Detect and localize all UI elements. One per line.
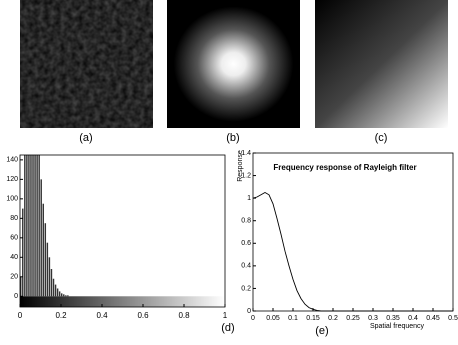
x-tick-label: 0.5 xyxy=(448,315,458,322)
y-tick-label: 0 xyxy=(14,293,18,300)
colorbar xyxy=(20,296,225,307)
response-line xyxy=(253,193,453,312)
y-tick-label: 40 xyxy=(10,254,18,261)
y-tick-label: 80 xyxy=(10,215,18,222)
bar xyxy=(61,293,62,296)
y-tick-label: 0.8 xyxy=(241,218,251,225)
caption: (c) xyxy=(375,132,388,144)
y-tick-label: 1 xyxy=(247,195,251,202)
x-tick-label: 0.05 xyxy=(266,315,280,322)
caption: (a) xyxy=(79,132,92,144)
image-panel xyxy=(167,0,300,128)
caption: (e) xyxy=(315,325,328,337)
x-tick-label: 0.15 xyxy=(306,315,320,322)
x-axis-label: Spatial frequency xyxy=(370,323,425,330)
y-tick-label: 0 xyxy=(247,308,251,315)
chart-title: Frequency response of Rayleigh filter xyxy=(273,163,416,172)
figure: (a)(b)(c)02040608010012014000.20.40.60.8… xyxy=(0,0,458,345)
axes-frame xyxy=(253,153,453,311)
bar xyxy=(67,295,68,296)
x-tick-label: 0.25 xyxy=(346,315,360,322)
y-tick-label: 20 xyxy=(10,274,18,281)
image-texture xyxy=(20,0,153,128)
x-tick-label: 0.4 xyxy=(408,315,418,322)
x-tick-label: 0.2 xyxy=(55,311,67,320)
caption: (b) xyxy=(226,132,239,144)
y-tick-label: 120 xyxy=(6,176,18,183)
bar xyxy=(45,223,46,296)
x-tick-label: 1 xyxy=(223,311,228,320)
x-tick-label: 0.45 xyxy=(426,315,440,322)
bar xyxy=(38,140,39,296)
bar xyxy=(49,257,50,296)
x-tick-label: 0.8 xyxy=(178,311,190,320)
y-tick-label: 0.6 xyxy=(241,240,251,247)
y-tick-label: 0.4 xyxy=(241,263,251,270)
bar xyxy=(47,243,48,297)
bar xyxy=(41,179,42,296)
x-tick-label: 0 xyxy=(18,311,23,320)
bar xyxy=(51,269,52,296)
y-tick-label: 100 xyxy=(6,196,18,203)
bar xyxy=(63,294,64,296)
x-tick-label: 0.35 xyxy=(386,315,400,322)
bar xyxy=(57,288,58,296)
bar xyxy=(43,204,44,297)
y-tick-label: 0.2 xyxy=(241,285,251,292)
y-axis-label: Response xyxy=(237,150,244,182)
bar xyxy=(65,295,66,296)
x-tick-label: 0.3 xyxy=(368,315,378,322)
image-panel xyxy=(315,0,448,128)
caption: (d) xyxy=(221,322,234,334)
bar xyxy=(22,209,23,297)
x-tick-label: 0 xyxy=(251,315,255,322)
bar xyxy=(53,279,54,297)
x-tick-label: 0.4 xyxy=(96,311,108,320)
x-tick-label: 0.1 xyxy=(288,315,298,322)
y-tick-label: 60 xyxy=(10,235,18,242)
bar xyxy=(59,291,60,296)
x-tick-label: 0.2 xyxy=(328,315,338,322)
y-tick-label: 140 xyxy=(6,157,18,164)
bar xyxy=(55,285,56,297)
x-tick-label: 0.6 xyxy=(137,311,149,320)
